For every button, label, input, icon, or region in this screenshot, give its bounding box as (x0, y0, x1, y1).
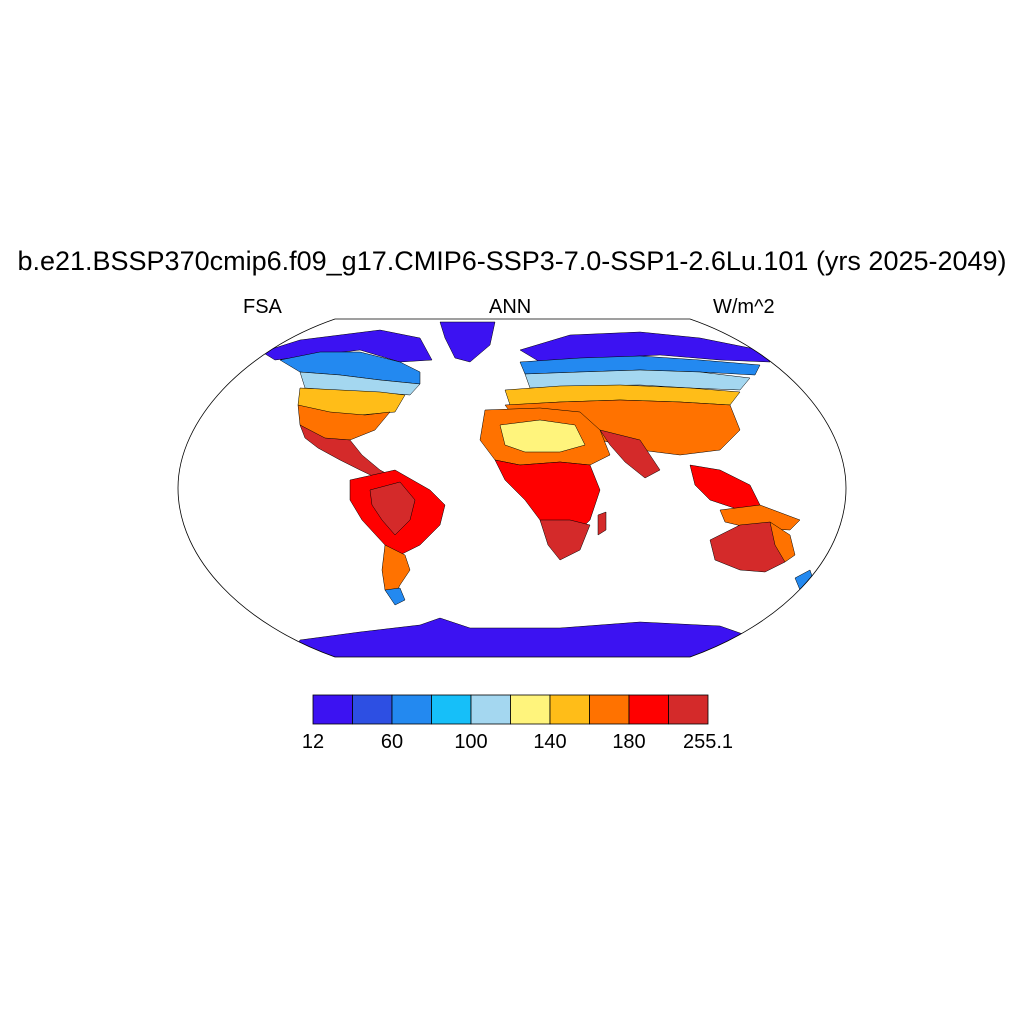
colorbar-tick-label-2: 100 (454, 731, 488, 753)
indonesia (719, 504, 801, 531)
colorbar-box-5 (510, 694, 551, 725)
units-label: W/m^2 (713, 296, 775, 318)
south-america-interior (369, 481, 416, 536)
colorbar-tick-label-0: 12 (301, 731, 325, 753)
greenland (439, 321, 496, 363)
colorbar-box-9 (668, 694, 709, 725)
antarctica (289, 617, 761, 657)
madagascar (597, 511, 607, 536)
colorbar-box-4 (470, 694, 511, 725)
africa-sahara (499, 419, 586, 453)
africa-south (539, 519, 591, 561)
colorbar-tick-label-3: 140 (533, 731, 567, 753)
globe-outline (177, 318, 847, 658)
colorbar-box-8 (628, 694, 669, 725)
colorbar-box-0 (312, 694, 353, 725)
colorbar-box-1 (352, 694, 393, 725)
variable-label: FSA (243, 296, 282, 318)
south-america-tip (384, 587, 406, 606)
land-layer (261, 321, 816, 657)
colorbar-box-2 (391, 694, 432, 725)
colorbar-tick-label-5: 255.1 (682, 731, 734, 753)
south-asia (599, 429, 661, 479)
colorbar-tick-label-1: 60 (380, 731, 404, 753)
colorbar-box-6 (549, 694, 590, 725)
colorbar-tick-label-4: 180 (612, 731, 646, 753)
season-label: ANN (489, 296, 532, 318)
colorbar-box-3 (431, 694, 472, 725)
australia-coast (769, 521, 796, 563)
map-title: b.e21.BSSP370cmip6.f09_g17.CMIP6-SSP3-7.… (17, 246, 1007, 276)
colorbar-box-7 (589, 694, 630, 725)
